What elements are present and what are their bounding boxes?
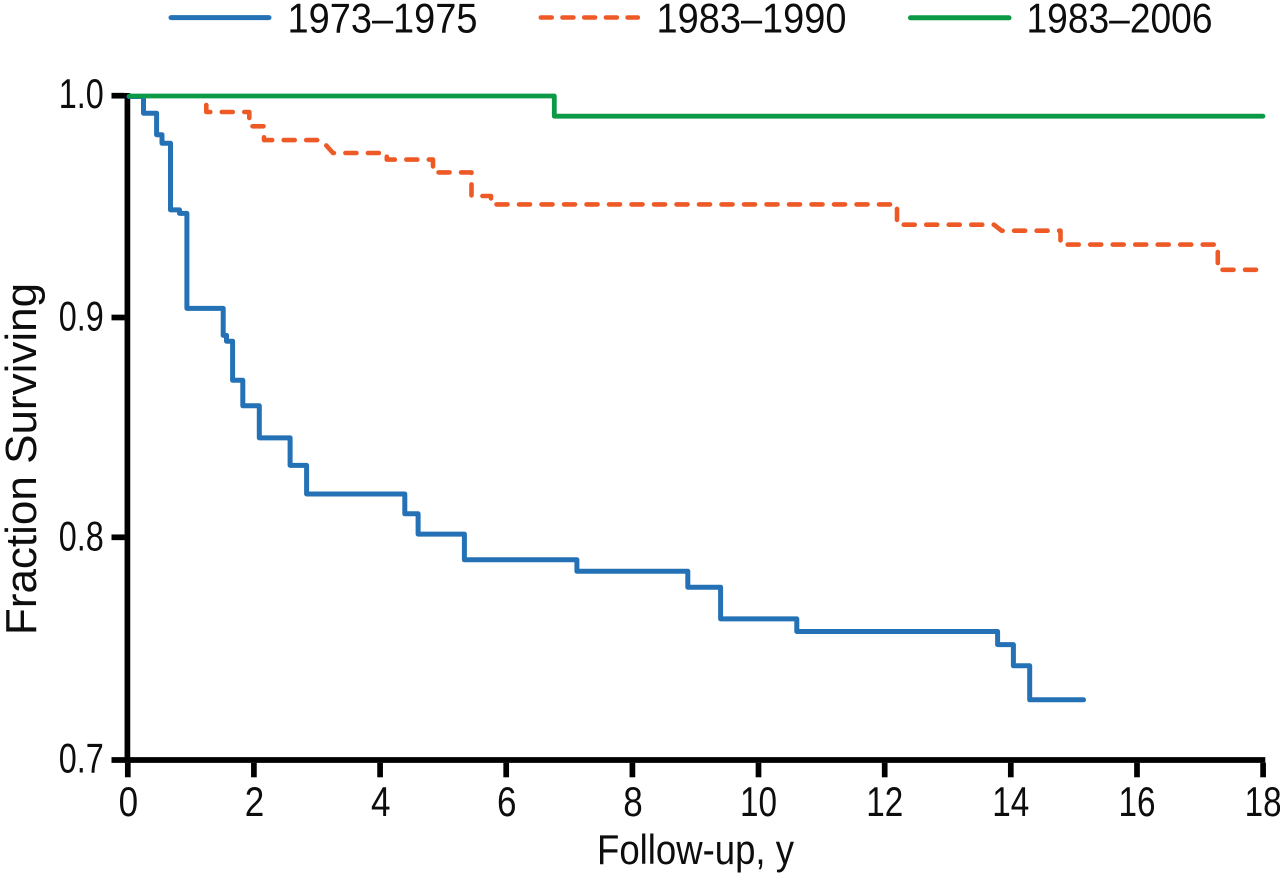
svg-text:4: 4 — [371, 778, 391, 825]
svg-text:16: 16 — [1119, 778, 1156, 825]
svg-text:14: 14 — [992, 778, 1029, 825]
svg-text:Fraction Surviving: Fraction Surviving — [0, 283, 46, 635]
svg-text:1983–2006: 1983–2006 — [1027, 0, 1213, 41]
svg-text:0.9: 0.9 — [59, 292, 104, 339]
svg-text:12: 12 — [866, 778, 903, 825]
svg-text:0.7: 0.7 — [59, 734, 104, 781]
svg-text:6: 6 — [497, 778, 517, 825]
svg-text:1973–1975: 1973–1975 — [288, 0, 478, 41]
svg-text:0: 0 — [119, 778, 139, 825]
svg-text:0.8: 0.8 — [59, 512, 104, 559]
svg-text:2: 2 — [245, 778, 265, 825]
svg-text:18: 18 — [1245, 778, 1280, 825]
svg-text:10: 10 — [740, 778, 777, 825]
svg-text:8: 8 — [623, 778, 643, 825]
svg-text:1983–1990: 1983–1990 — [657, 0, 847, 41]
svg-text:1.0: 1.0 — [59, 70, 104, 117]
svg-text:Follow-up, y: Follow-up, y — [597, 826, 794, 873]
